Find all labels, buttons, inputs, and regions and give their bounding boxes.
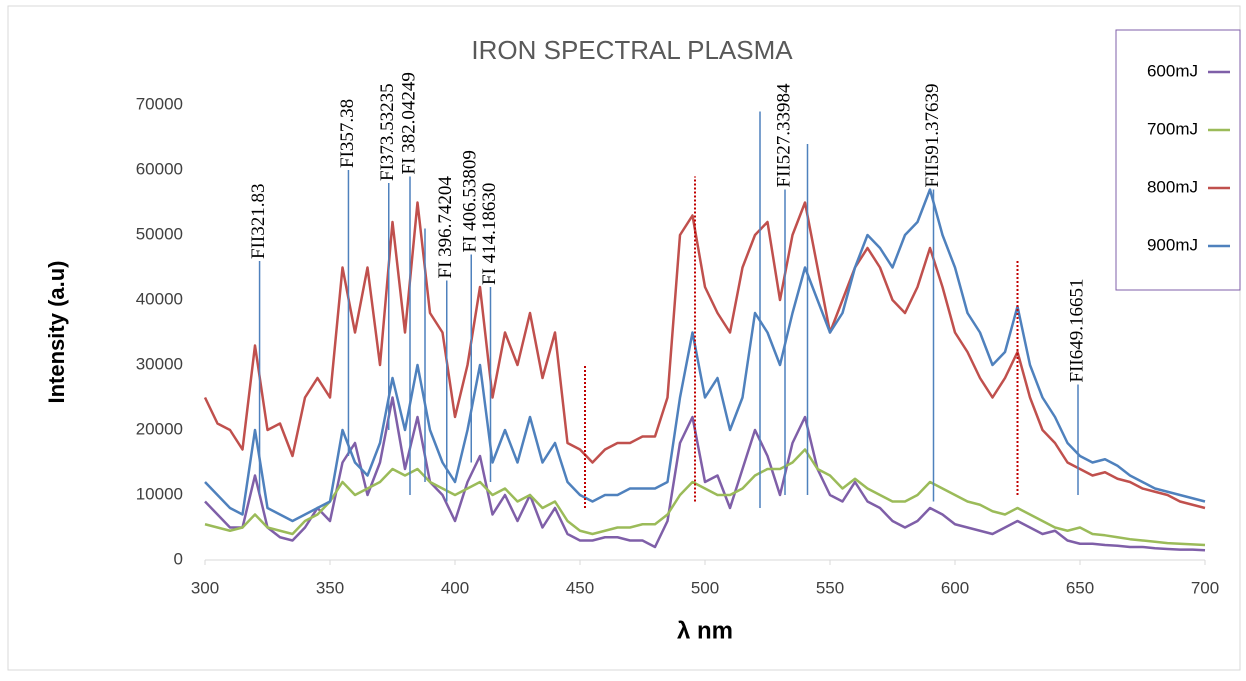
x-tick-label: 550	[816, 578, 844, 597]
annotation-label: FI 396.74204	[435, 176, 456, 279]
annotation-label: FI373.53235	[377, 83, 398, 181]
x-tick-label: 700	[1191, 578, 1219, 597]
x-tick-label: 300	[191, 578, 219, 597]
y-tick-label: 40000	[136, 289, 183, 308]
y-tick-label: 50000	[136, 224, 183, 243]
y-tick-label: 70000	[136, 94, 183, 113]
annotation-label: FII321.83	[248, 184, 269, 259]
chart-title: IRON SPECTRAL PLASMA	[471, 35, 793, 65]
y-tick-label: 60000	[136, 159, 183, 178]
series-line	[204, 396, 1206, 552]
x-tick-label: 450	[566, 578, 594, 597]
x-tick-label: 350	[316, 578, 344, 597]
annotation-label: FI 414.18630	[479, 183, 500, 285]
x-tick-label: 500	[691, 578, 719, 597]
x-tick-label: 650	[1066, 578, 1094, 597]
legend-label: 700mJ	[1147, 119, 1198, 138]
legend-label: 600mJ	[1147, 61, 1198, 80]
x-tick-label: 600	[941, 578, 969, 597]
x-tick-label: 400	[441, 578, 469, 597]
chart-border	[7, 5, 1241, 671]
y-tick-label: 10000	[136, 484, 183, 503]
annotation-label: FII591.37639	[922, 84, 943, 188]
legend-label: 900mJ	[1147, 235, 1198, 254]
x-axis-label: λ nm	[677, 617, 733, 644]
annotation-label: FII649.16651	[1066, 279, 1087, 383]
y-axis-label: Intensity (a.u)	[44, 260, 69, 403]
annotation-label: FII527.33984	[773, 83, 794, 187]
legend-label: 800mJ	[1147, 177, 1198, 196]
y-tick-label: 20000	[136, 419, 183, 438]
series-line	[204, 188, 1206, 523]
annotation-label: FI357.38	[337, 99, 358, 168]
y-tick-label: 30000	[136, 354, 183, 373]
series-line	[204, 448, 1206, 547]
annotation-label: FI 382.04249	[398, 72, 419, 174]
y-tick-label: 0	[174, 549, 183, 568]
series-line	[203, 201, 1206, 510]
annotation-label: FI 406.53809	[460, 150, 481, 252]
